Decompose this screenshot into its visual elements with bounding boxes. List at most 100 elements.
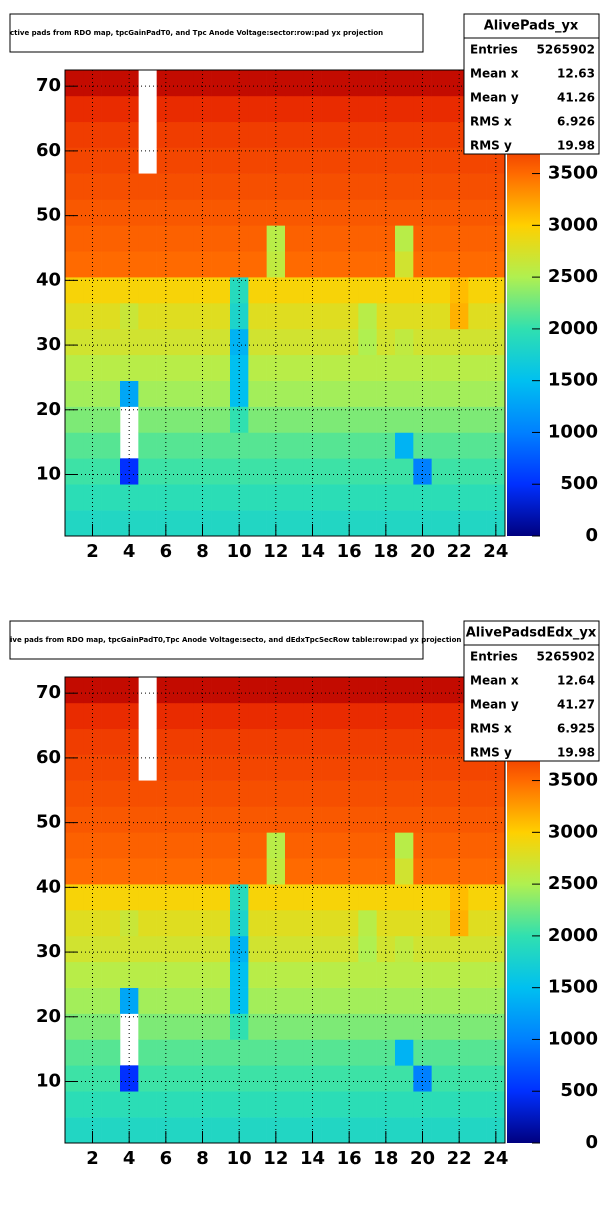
x-tick-label: 6 [160, 1148, 173, 1169]
heat-cell [431, 147, 451, 174]
heat-cell [101, 910, 121, 937]
heat-cell [431, 1013, 451, 1040]
heat-cell [120, 702, 139, 730]
heat-cell [101, 884, 121, 911]
heat-cell [266, 1091, 286, 1118]
heat-cell [358, 754, 377, 781]
heat-cell [248, 251, 267, 278]
heat-cell [468, 199, 487, 226]
heat-cell [468, 354, 487, 381]
heat-cell [175, 510, 194, 537]
heat-cell [358, 987, 377, 1014]
y-tick-label: 10 [36, 464, 61, 485]
heat-cell [450, 354, 469, 381]
heat-cell [211, 458, 231, 485]
heat-cell [248, 406, 267, 433]
stat-label: Entries [470, 43, 518, 57]
stat-value: 6.925 [557, 722, 595, 736]
heat-cell [138, 961, 157, 988]
heat-cell [321, 987, 341, 1014]
x-tick-label: 12 [263, 541, 288, 562]
heat-cell [321, 95, 341, 123]
heat-cell [266, 484, 286, 511]
heat-cell [211, 432, 231, 459]
heat-cell [285, 961, 304, 988]
heat-cell [431, 277, 451, 304]
heat-cell [358, 858, 377, 885]
heat-cell [193, 677, 212, 704]
x-tick-label: 12 [263, 1148, 288, 1169]
heat-cell [65, 858, 84, 885]
heat-cell [358, 328, 377, 356]
heat-cell [376, 251, 396, 278]
heat-cell [431, 199, 451, 226]
heat-cell [65, 910, 84, 937]
heat-cell [101, 1091, 121, 1118]
heat-cell [431, 121, 451, 148]
heat-cell [211, 806, 231, 833]
heat-cell [303, 147, 322, 174]
heat-cell [156, 987, 176, 1014]
heat-cell [211, 95, 231, 123]
x-tick-label: 2 [86, 1148, 99, 1169]
heat-cell [450, 858, 469, 885]
heat-cell [83, 910, 102, 937]
heat-cell [321, 858, 341, 885]
heat-cell [376, 858, 396, 885]
heat-cell [395, 935, 414, 963]
heat-cell [486, 458, 506, 485]
heat-cell [193, 251, 212, 278]
heat-cell [468, 406, 487, 433]
heat-cell [340, 910, 359, 937]
heat-cell [248, 935, 267, 963]
heat-cell [285, 806, 304, 833]
heat-cell [358, 251, 377, 278]
y-tick-label: 50 [36, 812, 61, 833]
heat-cell [358, 354, 377, 381]
heat-cell [248, 754, 267, 781]
heat-cell [156, 328, 176, 356]
heat-cell [156, 1039, 176, 1066]
heat-cell [468, 1117, 487, 1144]
z-tick-label: 0 [585, 1132, 598, 1153]
heat-cell [101, 354, 121, 381]
heat-cell [83, 458, 102, 485]
heat-cell [340, 380, 359, 407]
heat-cell [175, 1117, 194, 1144]
stats-box [463, 13, 600, 155]
heat-cell [450, 1013, 469, 1040]
stat-label: Mean y [470, 91, 519, 105]
heat-cell [156, 70, 176, 97]
heat-cell [321, 728, 341, 755]
heat-cell [120, 380, 139, 407]
heat-cell [303, 432, 322, 459]
heat-cell [468, 987, 487, 1014]
heat-cell [230, 95, 249, 123]
heat-cell [230, 1091, 249, 1118]
heat-cell [193, 303, 212, 330]
heat-cell [230, 858, 249, 885]
heat-cell [468, 380, 487, 407]
heat-cell [101, 277, 121, 304]
heat-cell [120, 458, 139, 485]
heat-cell [395, 380, 414, 407]
heat-cell [358, 432, 377, 459]
heat-cell [230, 432, 249, 459]
heat-cell [138, 858, 157, 885]
stat-value: 41.27 [557, 698, 595, 712]
heat-cell [120, 1117, 139, 1144]
heat-cell [285, 225, 304, 252]
heat-cell [321, 754, 341, 781]
heat-cell [230, 961, 249, 988]
x-tick-label: 6 [160, 541, 173, 562]
heat-cell [285, 147, 304, 174]
heat-cell [303, 806, 322, 833]
heat-cell [156, 910, 176, 937]
heat-cell [358, 199, 377, 226]
heat-cell [486, 1039, 506, 1066]
heat-cell [468, 277, 487, 304]
heat-cell [413, 251, 432, 278]
heat-cell [83, 251, 102, 278]
z-tick-label: 1500 [548, 977, 598, 998]
heat-cell [120, 910, 139, 937]
